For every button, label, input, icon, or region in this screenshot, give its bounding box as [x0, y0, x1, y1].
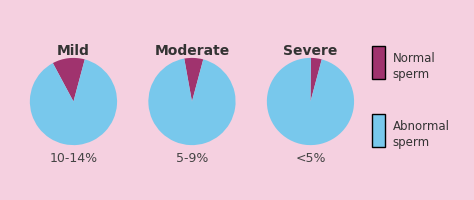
Text: Abnormal
sperm: Abnormal sperm	[392, 119, 450, 148]
FancyBboxPatch shape	[372, 47, 385, 80]
Wedge shape	[53, 59, 85, 102]
Text: Normal
sperm: Normal sperm	[392, 52, 436, 81]
FancyBboxPatch shape	[372, 114, 385, 147]
Text: <5%: <5%	[295, 151, 326, 164]
Wedge shape	[148, 59, 236, 145]
Text: Mild: Mild	[57, 44, 90, 58]
Text: 5-9%: 5-9%	[176, 151, 208, 164]
Wedge shape	[267, 59, 354, 145]
Wedge shape	[184, 59, 203, 102]
Text: 10-14%: 10-14%	[49, 151, 98, 164]
Wedge shape	[30, 60, 117, 145]
Wedge shape	[310, 59, 322, 102]
Text: Severe: Severe	[283, 44, 337, 58]
Text: Moderate: Moderate	[155, 44, 229, 58]
